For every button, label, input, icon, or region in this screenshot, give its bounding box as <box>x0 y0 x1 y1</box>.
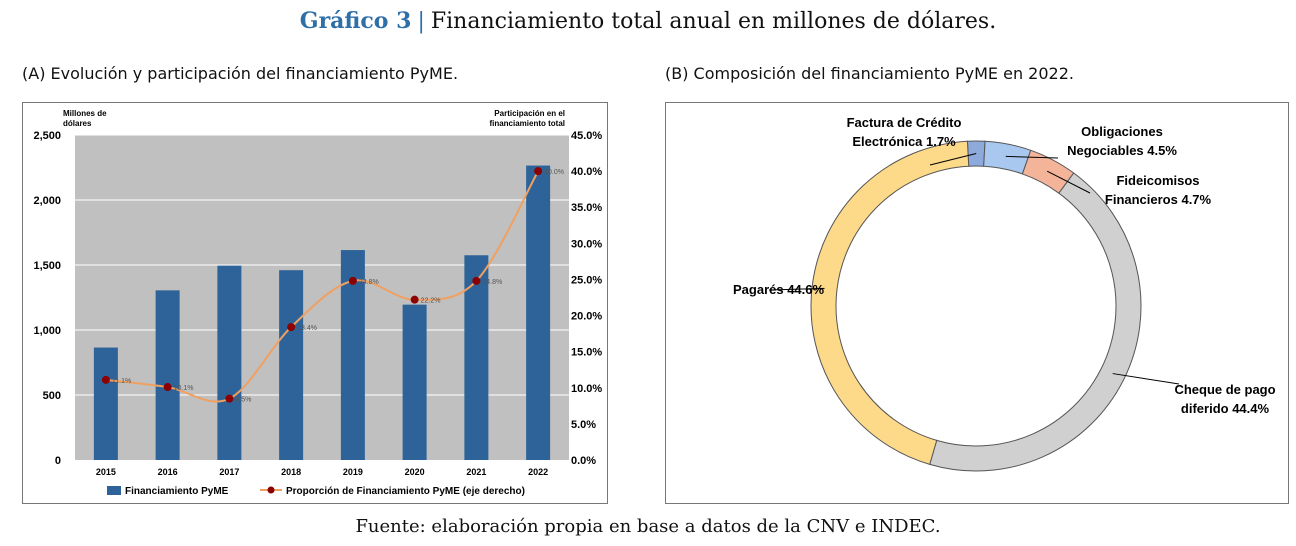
legend-line-marker <box>267 486 275 494</box>
y2-tick-label: 25.0% <box>571 274 602 286</box>
line-data-label: 8.5% <box>235 397 251 404</box>
line-point <box>410 295 419 304</box>
slice-leader-line <box>1112 373 1180 385</box>
bar <box>279 270 304 460</box>
y-tick-label: 2,500 <box>33 130 61 142</box>
line-data-label: 24.8% <box>482 279 502 286</box>
bar <box>217 265 242 460</box>
y2-tick-label: 15.0% <box>571 347 602 359</box>
line-point <box>287 323 296 332</box>
donut-chart: Factura de Crédito Electrónica 1.7% Obliga… <box>733 115 1276 472</box>
source-note: Fuente: elaboración propia en base a dat… <box>355 516 941 537</box>
line-data-label: 10.1% <box>174 385 194 392</box>
line-point <box>163 383 172 392</box>
y2-tick-label: 35.0% <box>571 202 602 214</box>
x-tick-label: 2020 <box>405 467 425 477</box>
bar-line-chart: 11.1%10.1%8.5%18.4%24.8%22.2%24.8%40.0% … <box>33 109 602 497</box>
slice-label: Negociables 4.5% <box>1067 143 1177 158</box>
slice-label: Fideicomisos <box>1116 173 1199 188</box>
title-separator: | <box>417 9 425 34</box>
slice-leader-line <box>1046 170 1091 194</box>
slice-label: Electrónica 1.7% <box>852 134 956 149</box>
y2-tick-label: 20.0% <box>571 311 602 323</box>
y2-tick-label: 0.0% <box>571 455 596 467</box>
legend-bar-swatch <box>107 486 121 495</box>
panel-a-title: (A) Evolución y participación del financ… <box>22 64 459 83</box>
line-point <box>101 375 110 384</box>
donut-slice <box>810 140 970 465</box>
bar <box>93 347 118 460</box>
left-axis-title-line2: dólares <box>63 119 92 128</box>
right-axis-title-line1: Participación en el <box>494 109 565 118</box>
y-tick-label: 500 <box>43 390 61 402</box>
slice-leader-line <box>1005 155 1059 159</box>
line-data-label: 22.2% <box>421 298 441 305</box>
slice-leader-line <box>929 153 977 166</box>
slice-label: Obligaciones <box>1081 124 1163 139</box>
y2-tick-label: 5.0% <box>571 419 596 431</box>
line-data-label: 40.0% <box>544 169 564 176</box>
slice-label: Pagarés 44.6% <box>733 282 825 297</box>
donut-slice <box>929 172 1142 472</box>
line-data-label: 24.8% <box>359 279 379 286</box>
slice-label: Cheque de pago <box>1174 382 1275 397</box>
panel-b-frame: Factura de Crédito Electrónica 1.7% Obliga… <box>665 102 1289 504</box>
y2-tick-label: 40.0% <box>571 166 602 178</box>
bar <box>464 255 489 460</box>
bar <box>340 250 365 460</box>
figure-label: Gráfico 3 <box>299 8 412 34</box>
x-tick-label: 2016 <box>158 467 178 477</box>
x-tick-label: 2017 <box>219 467 239 477</box>
x-tick-label: 2015 <box>96 467 116 477</box>
x-tick-label: 2018 <box>281 467 301 477</box>
left-axis-title-line1: Millones de <box>63 109 107 118</box>
y-tick-label: 1,000 <box>33 325 61 337</box>
right-axis-title-line2: financiamiento total <box>489 119 565 128</box>
slice-label: Factura de Crédito <box>847 115 962 130</box>
panel-a-frame: 11.1% 10.1% 8.5% 18.4% 24.8% 22.2% 24.8% 40.0% … <box>22 102 608 504</box>
legend-bar-label: Financiamiento PyME <box>125 486 229 497</box>
line-point <box>534 167 543 176</box>
x-tick-label: 2021 <box>466 467 486 477</box>
line-point <box>348 276 357 285</box>
y2-tick-label: 30.0% <box>571 238 602 250</box>
bar <box>155 290 180 460</box>
bar <box>402 304 427 460</box>
y2-tick-label: 10.0% <box>571 383 602 395</box>
slice-label: Financieros 4.7% <box>1105 192 1212 207</box>
x-tick-label: 2022 <box>528 467 548 477</box>
slice-label: diferido 44.4% <box>1181 401 1270 416</box>
panel-b-title: (B) Composición del financiamiento PyME … <box>665 64 1074 83</box>
y2-tick-label: 45.0% <box>571 130 602 142</box>
figure-title: Gráfico 3 | Financiamiento total anual en … <box>0 8 1296 34</box>
line-data-label: 18.4% <box>297 325 317 332</box>
figure-title-text: Financiamiento total anual en millones d… <box>430 9 997 34</box>
y-tick-label: 1,500 <box>33 260 61 272</box>
legend-line-label: Proporción de Financiamiento PyME (eje d… <box>286 486 525 497</box>
line-point <box>225 394 234 403</box>
line-point <box>472 276 481 285</box>
y-tick-label: 0 <box>55 455 61 467</box>
x-tick-label: 2019 <box>343 467 363 477</box>
line-data-label: 11.1% <box>112 378 131 385</box>
chart-legend: Financiamiento PyME Proporción de Financ… <box>107 486 525 497</box>
bar <box>526 165 551 461</box>
y-tick-label: 2,000 <box>33 195 61 207</box>
slice-leader-line <box>768 287 825 291</box>
